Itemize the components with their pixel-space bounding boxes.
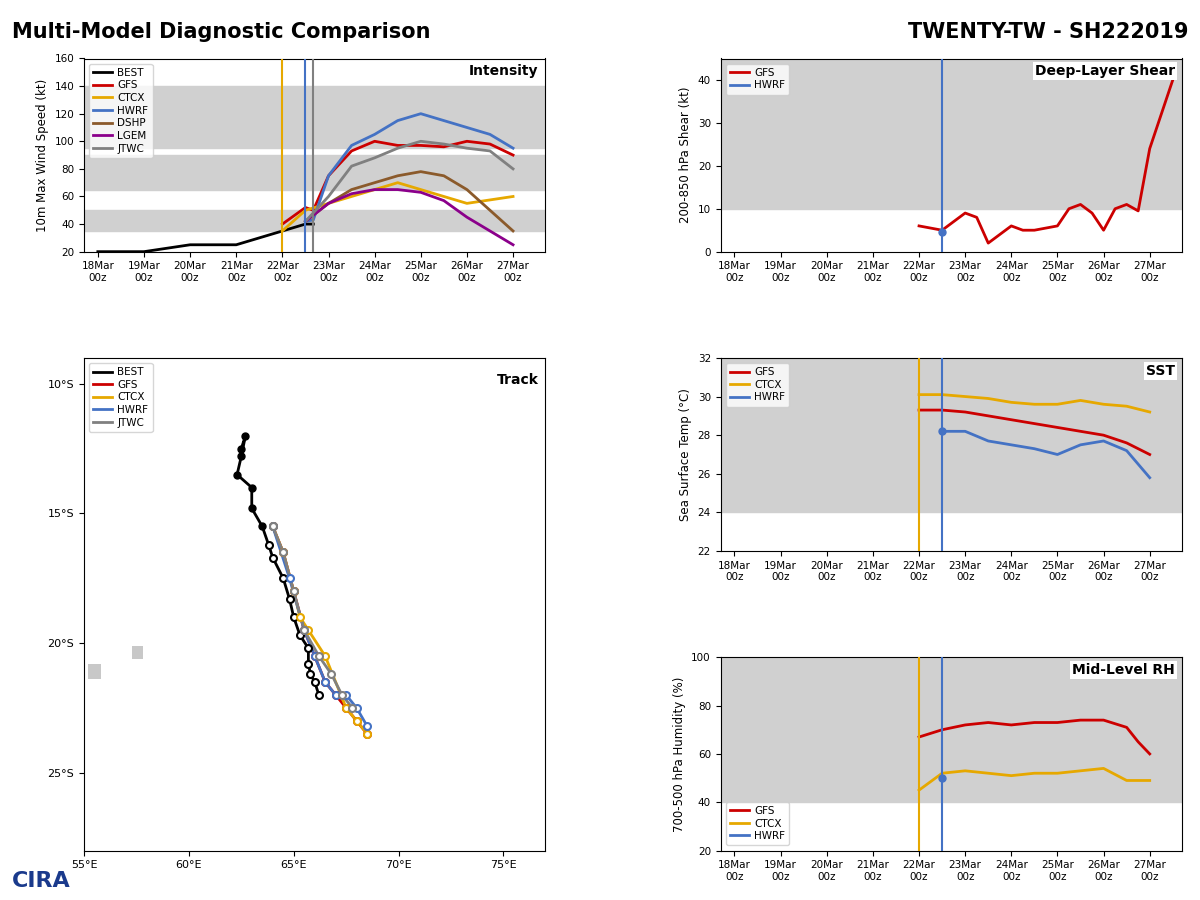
- Bar: [721, 754, 1182, 802]
- Bar: [721, 58, 1182, 123]
- Text: Deep-Layer Shear: Deep-Layer Shear: [1034, 64, 1175, 78]
- Bar: [84, 155, 545, 190]
- Y-axis label: 200-850 hPa Shear (kt): 200-850 hPa Shear (kt): [679, 86, 692, 223]
- Text: Track: Track: [497, 373, 539, 387]
- Text: TWENTY-TW - SH222019: TWENTY-TW - SH222019: [907, 22, 1188, 42]
- Bar: [84, 86, 545, 148]
- Text: Mid-Level RH: Mid-Level RH: [1073, 663, 1175, 677]
- Bar: [721, 166, 1182, 209]
- Y-axis label: 10m Max Wind Speed (kt): 10m Max Wind Speed (kt): [36, 78, 49, 231]
- Bar: [721, 436, 1182, 473]
- Bar: [721, 657, 1182, 706]
- Bar: [721, 706, 1182, 754]
- Text: Multi-Model Diagnostic Comparison: Multi-Model Diagnostic Comparison: [12, 22, 431, 42]
- Bar: [721, 473, 1182, 512]
- Y-axis label: 700-500 hPa Humidity (%): 700-500 hPa Humidity (%): [673, 676, 685, 832]
- Bar: [84, 211, 545, 231]
- Polygon shape: [132, 645, 143, 659]
- Bar: [721, 358, 1182, 397]
- Legend: GFS, CTCX, HWRF: GFS, CTCX, HWRF: [726, 363, 790, 407]
- Text: SST: SST: [1146, 364, 1175, 378]
- Text: CIRA: CIRA: [12, 871, 71, 891]
- Legend: BEST, GFS, CTCX, HWRF, JTWC: BEST, GFS, CTCX, HWRF, JTWC: [89, 363, 152, 432]
- Text: Intensity: Intensity: [469, 64, 539, 78]
- Bar: [721, 397, 1182, 436]
- Polygon shape: [88, 664, 101, 680]
- Y-axis label: Sea Surface Temp (°C): Sea Surface Temp (°C): [679, 388, 692, 521]
- Legend: BEST, GFS, CTCX, HWRF, DSHP, LGEM, JTWC: BEST, GFS, CTCX, HWRF, DSHP, LGEM, JTWC: [89, 64, 152, 158]
- Bar: [721, 123, 1182, 166]
- Legend: GFS, CTCX, HWRF: GFS, CTCX, HWRF: [726, 802, 790, 845]
- Legend: GFS, HWRF: GFS, HWRF: [726, 64, 790, 94]
